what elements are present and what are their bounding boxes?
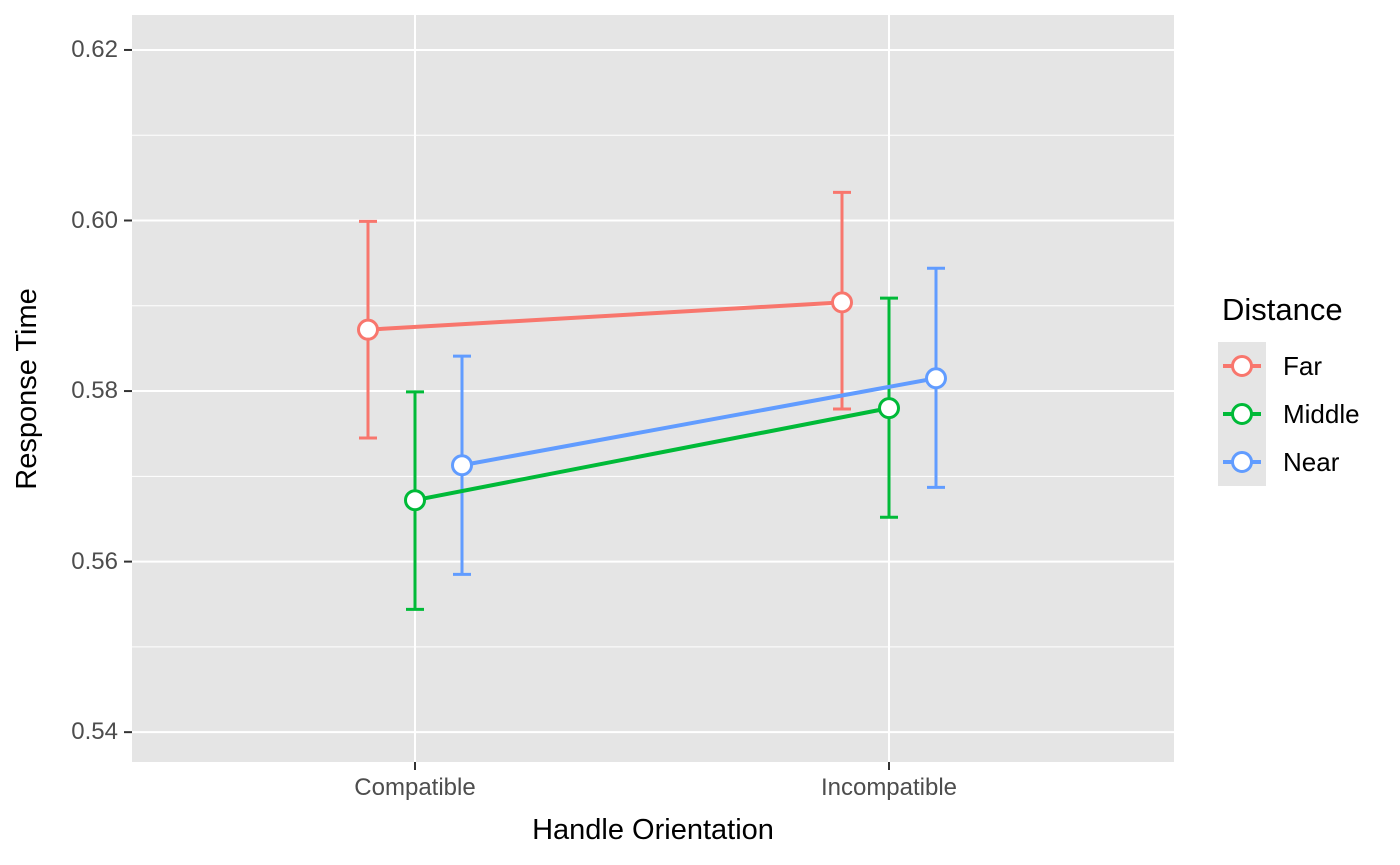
data-point-far-compatible bbox=[357, 318, 379, 341]
legend-item-middle: Middle bbox=[1218, 390, 1360, 438]
data-point-middle-compatible bbox=[404, 489, 426, 512]
legend-item-near: Near bbox=[1218, 438, 1360, 486]
legend-label-near: Near bbox=[1283, 446, 1340, 477]
legend-key-icon bbox=[1218, 390, 1266, 438]
legend-title: Distance bbox=[1222, 292, 1343, 327]
y-axis-title: Response Time bbox=[11, 288, 43, 490]
y-tick-label-0.58: 0.58 bbox=[71, 377, 118, 405]
data-point-near-compatible bbox=[451, 454, 473, 477]
legend-item-far: Far bbox=[1218, 342, 1360, 390]
y-tick-label-0.56: 0.56 bbox=[71, 547, 118, 575]
series-line-far bbox=[367, 300, 843, 332]
x-tick-label-compatible: Compatible bbox=[354, 774, 476, 801]
legend-items: Far Middle Near bbox=[1218, 342, 1360, 486]
data-point-near-incompatible bbox=[925, 367, 947, 390]
legend-key-point bbox=[1231, 355, 1253, 377]
y-tick-label-0.62: 0.62 bbox=[71, 35, 118, 63]
x-tick-label-incompatible: Incompatible bbox=[820, 774, 958, 801]
series-line-near bbox=[461, 376, 937, 468]
legend: Distance Far Middle Near bbox=[1218, 292, 1360, 486]
y-tick-label-0.54: 0.54 bbox=[71, 718, 118, 746]
legend-key-icon bbox=[1218, 438, 1266, 486]
legend-key-icon bbox=[1218, 342, 1266, 390]
plot-panel bbox=[132, 15, 1174, 762]
legend-label-middle: Middle bbox=[1283, 398, 1360, 429]
legend-key-point bbox=[1231, 451, 1253, 473]
legend-key-point bbox=[1231, 403, 1253, 425]
data-point-far-incompatible bbox=[831, 291, 853, 314]
legend-label-far: Far bbox=[1283, 350, 1322, 381]
y-tick-label-0.60: 0.60 bbox=[71, 206, 118, 234]
series-line-middle bbox=[414, 406, 890, 503]
x-axis-title: Handle Orientation bbox=[532, 814, 774, 846]
data-point-middle-incompatible bbox=[878, 397, 900, 420]
